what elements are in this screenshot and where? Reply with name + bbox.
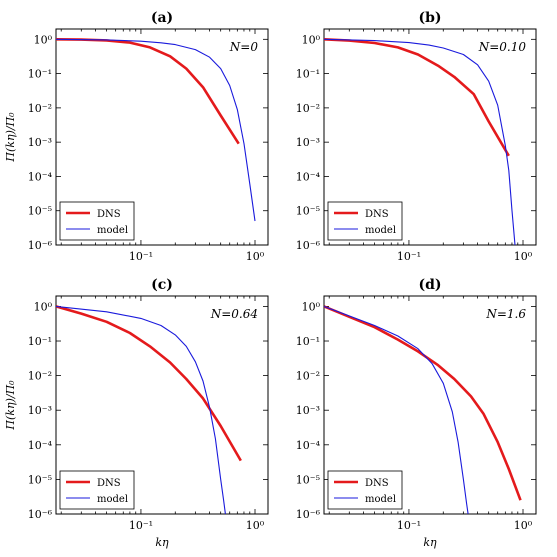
y-tick-label: 10⁻³ [28,136,52,149]
plot-frame [323,28,537,246]
x-tick-label: 10⁰ [246,519,265,532]
y-tick-label: 10⁻³ [296,136,320,149]
legend-label-dns: DNS [365,209,389,220]
series-line-dns [324,38,510,157]
y-tick-label: 10⁰ [302,33,321,46]
legend-box [327,470,403,510]
y-tick-label: 10⁻⁵ [28,205,52,218]
legend-box [59,470,135,510]
y-axis-label: Π(kη)/Π₀ [4,380,17,431]
y-tick-label: 10⁻² [296,370,320,383]
x-tick-label: 10⁰ [514,250,533,263]
y-tick-label: 10⁻¹ [28,335,52,348]
legend-box [327,201,403,241]
y-tick-label: 10⁰ [34,300,53,313]
y-tick-label: 10⁻⁵ [296,473,320,486]
x-tick-label: 10⁻¹ [397,519,421,532]
legend: DNS model [59,470,135,510]
legend-label-model: model [97,494,128,505]
y-tick-label: 10⁻⁶ [296,508,321,521]
panel-c: 10⁻¹ 10⁰ 10⁰ 10⁻¹ 10⁻² 10⁻³ 10⁻⁴ 10⁻⁵ 10⁻⁶ (c) N=0… [4,277,269,549]
x-tick-label: 10⁻¹ [129,250,153,263]
panel-title: (d) [418,277,441,293]
panel-title: (c) [151,277,173,293]
y-tick-label: 10⁻¹ [28,68,52,81]
y-tick-label: 10⁻² [296,102,320,115]
legend-label-dns: DNS [97,478,121,489]
series-line-model [324,38,516,245]
legend-label-model: model [365,494,396,505]
panel-d: 10⁻¹ 10⁰ 10⁰ 10⁻¹ 10⁻² 10⁻³ 10⁻⁴ 10⁻⁵ 10⁻⁶ (d) N=1… [296,277,537,549]
y-tick-label: 10⁰ [302,300,321,313]
n-annotation: N=1.6 [485,307,526,321]
series-line-dns [56,38,240,145]
series-line-model [324,305,469,514]
x-tick-label: 10⁰ [514,519,533,532]
panel-title: (b) [418,10,441,26]
y-tick-label: 10⁻⁶ [296,239,321,252]
series-line-model [56,305,226,514]
y-tick-label: 10⁻⁵ [28,473,52,486]
legend: DNS model [59,201,135,241]
y-tick-label: 10⁻¹ [296,68,320,81]
series-line-dns [56,305,242,462]
y-tick-label: 10⁻⁴ [28,170,53,183]
y-tick-label: 10⁻² [28,370,52,383]
legend-label-dns: DNS [365,478,389,489]
x-tick-label: 10⁻¹ [129,519,153,532]
y-tick-label: 10⁻⁴ [296,439,321,452]
y-axis-label: Π(kη)/Π₀ [4,112,17,163]
y-tick-label: 10⁻⁵ [296,205,320,218]
x-axis-label: kη [423,536,437,549]
panel-b: 10⁻¹ 10⁰ 10⁰ 10⁻¹ 10⁻² 10⁻³ 10⁻⁴ 10⁻⁵ 10⁻⁶ (b) N=0… [296,10,537,263]
plot-frame [323,295,537,515]
series-line-model [56,38,256,222]
y-tick-label: 10⁻⁶ [28,239,53,252]
legend-box [59,201,135,241]
y-tick-label: 10⁻⁴ [296,170,321,183]
n-annotation: N=0.64 [210,307,258,321]
series-line-dns [324,305,522,501]
plot-frame [55,295,269,515]
legend: DNS model [327,201,403,241]
y-tick-label: 10⁻² [28,102,52,115]
x-tick-label: 10⁰ [246,250,265,263]
legend-label-model: model [97,225,128,236]
legend: DNS model [327,470,403,510]
y-tick-label: 10⁰ [34,33,53,46]
y-tick-label: 10⁻⁶ [28,508,53,521]
panel-a: 10⁻¹ 10⁰ 10⁰ 10⁻¹ 10⁻² 10⁻³ 10⁻⁴ 10⁻⁵ 10⁻⁶ (a) N=0… [4,10,269,263]
legend-label-dns: DNS [97,209,121,220]
panel-title: (a) [151,10,173,26]
y-tick-label: 10⁻³ [28,404,52,417]
legend-label-model: model [365,225,396,236]
n-annotation: N=0 [229,40,259,54]
x-tick-label: 10⁻¹ [397,250,421,263]
n-annotation: N=0.10 [478,40,527,54]
y-tick-label: 10⁻⁴ [28,439,53,452]
y-tick-label: 10⁻³ [296,404,320,417]
y-tick-label: 10⁻¹ [296,335,320,348]
x-axis-label: kη [155,536,169,549]
plot-frame [55,28,269,246]
